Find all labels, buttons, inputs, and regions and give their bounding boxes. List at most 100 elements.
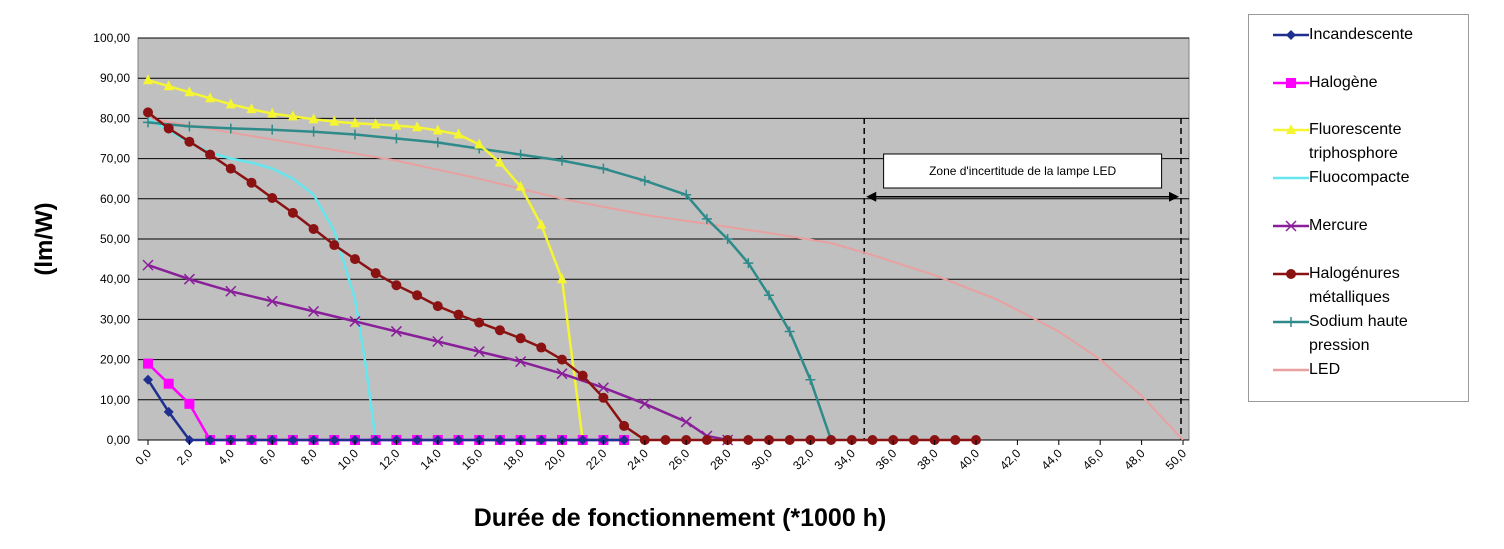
data-point bbox=[183, 273, 195, 285]
data-point bbox=[826, 435, 837, 445]
legend-item: Mercure bbox=[1249, 214, 1469, 262]
data-point bbox=[163, 378, 174, 389]
data-point bbox=[350, 129, 360, 140]
data-point bbox=[556, 368, 568, 380]
zone-arrow-head-left bbox=[866, 191, 877, 202]
data-point bbox=[205, 149, 216, 160]
data-point bbox=[515, 356, 527, 368]
x-tick-label: 0,0 bbox=[132, 446, 154, 468]
legend-label: Fluocompacte bbox=[1309, 169, 1410, 186]
legend-item: Incandescente bbox=[1249, 23, 1469, 71]
data-point bbox=[1286, 124, 1296, 134]
data-point bbox=[205, 92, 216, 103]
data-point bbox=[701, 213, 712, 224]
data-point bbox=[370, 435, 381, 445]
data-point bbox=[391, 280, 402, 291]
series-line bbox=[147, 263, 728, 442]
data-point bbox=[432, 137, 443, 148]
y-tick-label: 10,00 bbox=[100, 393, 130, 407]
data-point bbox=[350, 254, 360, 265]
x-tick-label: 46,0 bbox=[1080, 446, 1107, 473]
data-point bbox=[805, 374, 816, 385]
data-point bbox=[557, 155, 567, 166]
data-point bbox=[577, 435, 588, 445]
data-point bbox=[432, 335, 444, 348]
x-tick-label: 30,0 bbox=[749, 446, 776, 473]
legend-swatch bbox=[1273, 30, 1309, 40]
data-point bbox=[577, 370, 588, 381]
legend-label: Halogénures métalliques bbox=[1309, 265, 1400, 306]
series-line bbox=[147, 78, 584, 441]
x-tick-label: 48,0 bbox=[1121, 446, 1148, 473]
data-point bbox=[660, 435, 671, 445]
data-point bbox=[908, 435, 919, 445]
y-tick-label: 30,00 bbox=[100, 312, 130, 326]
x-tick-label: 22,0 bbox=[583, 446, 610, 473]
data-point bbox=[784, 326, 795, 337]
data-point bbox=[743, 258, 754, 269]
data-point bbox=[391, 119, 402, 130]
legend-swatch bbox=[1273, 176, 1309, 180]
legend-label: Mercure bbox=[1309, 217, 1368, 234]
legend-label: LED bbox=[1309, 361, 1341, 378]
data-point bbox=[1286, 269, 1296, 279]
legend-item: Halogène bbox=[1249, 71, 1469, 119]
data-point bbox=[1285, 220, 1297, 232]
y-tick-label: 80,00 bbox=[100, 111, 130, 125]
data-point bbox=[225, 163, 236, 174]
y-tick-label: 50,00 bbox=[100, 232, 130, 246]
data-point bbox=[743, 435, 754, 445]
data-point bbox=[639, 398, 651, 410]
data-point bbox=[329, 435, 340, 445]
data-point bbox=[350, 117, 360, 128]
data-point bbox=[143, 107, 153, 118]
x-tick-label: 32,0 bbox=[790, 446, 817, 473]
y-tick-label: 20,00 bbox=[100, 353, 130, 367]
data-point bbox=[764, 290, 774, 301]
data-point bbox=[205, 435, 216, 445]
y-tick-label: 40,00 bbox=[100, 272, 130, 286]
series-fluorescente-triphosphore bbox=[143, 74, 588, 444]
data-point bbox=[494, 435, 505, 445]
legend-item: Fluocompacte bbox=[1249, 166, 1469, 214]
data-point bbox=[474, 138, 485, 149]
x-tick-label: 28,0 bbox=[707, 446, 734, 473]
legend-swatch bbox=[1273, 78, 1309, 88]
data-point bbox=[267, 107, 278, 118]
data-point bbox=[287, 435, 298, 445]
data-point bbox=[225, 98, 236, 109]
legend-item: Sodium haute pression bbox=[1249, 310, 1469, 358]
data-point bbox=[453, 128, 464, 139]
x-tick-label: 18,0 bbox=[500, 446, 527, 473]
data-point bbox=[515, 149, 526, 160]
data-point bbox=[1286, 78, 1296, 88]
data-point bbox=[163, 80, 174, 91]
x-tick-label: 16,0 bbox=[459, 446, 486, 473]
data-point bbox=[370, 268, 381, 279]
data-point bbox=[143, 358, 153, 369]
y-tick-label: 70,00 bbox=[100, 152, 130, 166]
data-point bbox=[515, 180, 526, 191]
legend-item: LED bbox=[1249, 358, 1469, 406]
data-point bbox=[453, 435, 464, 445]
x-tick-label: 4,0 bbox=[215, 446, 237, 468]
data-point bbox=[453, 309, 464, 320]
x-axis-label: Durée de fonctionnement (*1000 h) bbox=[474, 504, 887, 532]
x-tick-label: 20,0 bbox=[542, 446, 569, 473]
legend-swatch bbox=[1273, 124, 1309, 134]
y-axis-label: (lm/W) bbox=[31, 202, 58, 275]
data-point bbox=[143, 74, 153, 85]
legend-swatch bbox=[1273, 317, 1309, 327]
data-point bbox=[391, 133, 402, 144]
x-tick-label: 12,0 bbox=[376, 446, 403, 473]
legend-item: Fluorescente triphosphore bbox=[1249, 118, 1469, 166]
data-point bbox=[267, 124, 278, 135]
data-point bbox=[308, 223, 319, 234]
data-point bbox=[246, 435, 257, 445]
series-sodium-haute-pression bbox=[143, 117, 837, 445]
data-point bbox=[287, 110, 298, 121]
data-point bbox=[412, 435, 423, 445]
data-point bbox=[184, 398, 195, 409]
data-point bbox=[432, 124, 443, 135]
